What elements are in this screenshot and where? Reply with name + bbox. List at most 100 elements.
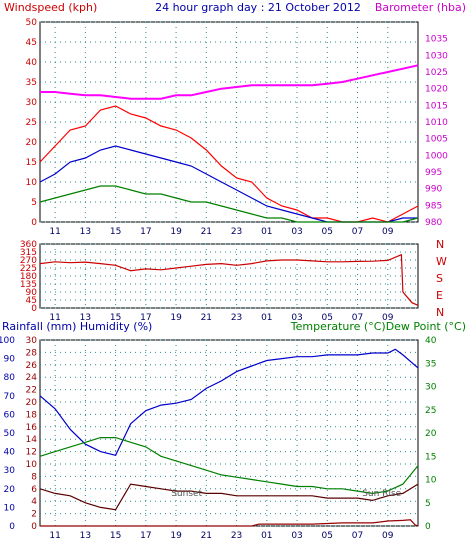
temp-y-tick-label: 20: [425, 429, 437, 439]
humidity-y-tick-label: 20: [4, 485, 16, 495]
x-tick-label: 15: [110, 227, 121, 237]
rain-y-tick-label: 10: [26, 460, 38, 470]
x-tick-label: 05: [322, 313, 333, 323]
x-tick-label: 17: [140, 313, 151, 323]
barometer-y-tick-label: 1025: [425, 68, 448, 78]
rain-y-tick-label: 26: [26, 361, 38, 371]
x-tick-label: 09: [382, 313, 394, 323]
x-tick-label: 09: [382, 227, 394, 237]
x-tick-label: 21: [201, 531, 212, 541]
x-tick-label: 23: [231, 531, 242, 541]
temp-y-tick-label: 40: [425, 336, 437, 346]
rain-y-tick-label: 18: [26, 410, 38, 420]
x-tick-label: 17: [140, 227, 151, 237]
x-tick-label: 01: [261, 313, 272, 323]
x-tick-label: 05: [322, 531, 333, 541]
rain-y-tick-label: 4: [31, 497, 37, 507]
x-tick-label: 11: [49, 313, 60, 323]
barometer-axis-label: Barometer (hba): [375, 1, 466, 14]
x-tick-label: 07: [352, 227, 363, 237]
direction-y-tick-label: 135: [20, 280, 37, 290]
series-line: [39, 348, 419, 456]
barometer-y-tick-label: 985: [425, 201, 442, 211]
wind-y-tick-label: 20: [26, 138, 38, 148]
x-tick-label: 23: [231, 313, 242, 323]
rain-y-tick-label: 16: [26, 423, 38, 433]
barometer-y-tick-label: 980: [425, 218, 442, 228]
series-line: [40, 64, 419, 100]
barometer-y-tick-label: 1020: [425, 85, 448, 95]
x-tick-label: 21: [201, 313, 212, 323]
series-line: [40, 519, 419, 527]
x-tick-label: 23: [231, 227, 242, 237]
direction-plot-frame: [39, 243, 419, 309]
temp-y-tick-label: 25: [425, 406, 436, 416]
compass-label: S: [436, 272, 443, 285]
rain-y-tick-label: 6: [31, 485, 37, 495]
direction-y-tick-label: 315: [20, 248, 37, 258]
rain-y-tick-label: 2: [31, 510, 37, 520]
x-tick-label: 13: [80, 531, 91, 541]
humidity-y-tick-label: 70: [4, 392, 16, 402]
rain-y-tick-label: 24: [26, 373, 38, 383]
x-tick-label: 03: [291, 227, 302, 237]
barometer-y-tick-label: 990: [425, 185, 442, 195]
series-line: [39, 145, 418, 223]
wind-axis-label: Windspeed (kph): [4, 1, 97, 14]
humidity-y-tick-label: 0: [9, 522, 15, 532]
humidity-y-tick-label: 100: [0, 336, 15, 346]
direction-y-tick-label: 0: [31, 304, 37, 314]
rain-y-tick-label: 28: [26, 348, 38, 358]
direction-y-tick-label: 180: [20, 272, 37, 282]
direction-y-tick-label: 45: [26, 296, 37, 306]
graph-title: 24 hour graph day : 21 October 2012: [155, 1, 361, 14]
wind-y-tick-label: 45: [26, 38, 37, 48]
rain-y-tick-label: 12: [26, 448, 37, 458]
compass-label: N: [436, 238, 444, 251]
wind-y-tick-label: 35: [26, 78, 37, 88]
rain-y-tick-label: 30: [26, 336, 38, 346]
x-tick-label: 17: [140, 531, 151, 541]
temp-y-tick-label: 10: [425, 476, 437, 486]
barometer-y-tick-label: 995: [425, 168, 442, 178]
wind-y-tick-label: 25: [26, 118, 37, 128]
x-tick-label: 07: [352, 313, 363, 323]
temp-y-tick-label: 5: [425, 499, 431, 509]
barometer-y-tick-label: 1005: [425, 135, 448, 145]
barometer-y-tick-label: 1015: [425, 101, 448, 111]
wind-y-tick-label: 40: [26, 58, 38, 68]
compass-label: E: [436, 289, 443, 302]
direction-y-tick-label: 90: [26, 288, 38, 298]
x-tick-label: 15: [110, 531, 121, 541]
humidity-y-tick-label: 90: [4, 355, 16, 365]
barometer-y-tick-label: 1035: [425, 35, 448, 45]
direction-y-tick-label: 360: [20, 240, 37, 250]
rain-y-tick-label: 14: [26, 435, 38, 445]
x-tick-label: 11: [49, 227, 60, 237]
series-line: [39, 185, 419, 223]
wind-y-tick-label: 0: [31, 218, 37, 228]
rain-y-tick-label: 8: [31, 472, 37, 482]
humidity-y-tick-label: 80: [4, 373, 16, 383]
x-tick-label: 07: [352, 531, 363, 541]
wind-y-tick-label: 15: [26, 158, 37, 168]
wind-y-tick-label: 5: [31, 198, 37, 208]
humidity-y-tick-label: 30: [4, 466, 16, 476]
wind-y-tick-label: 10: [26, 178, 38, 188]
compass-label: W: [436, 255, 447, 268]
humidity-y-tick-label: 10: [4, 503, 16, 513]
x-tick-label: 03: [291, 531, 302, 541]
chart-annotation: Sunset: [171, 489, 202, 499]
rain-y-tick-label: 20: [26, 398, 38, 408]
rain-y-tick-label: 0: [31, 522, 37, 532]
x-tick-label: 21: [201, 227, 212, 237]
rain-y-tick-label: 22: [26, 386, 37, 396]
x-tick-label: 01: [261, 227, 272, 237]
chart-annotation: Sun Rise: [362, 489, 401, 499]
temp-y-tick-label: 35: [425, 359, 436, 369]
x-tick-label: 19: [170, 531, 182, 541]
wind-plot-frame: [39, 21, 419, 223]
temp-y-tick-label: 0: [425, 522, 431, 532]
x-tick-label: 19: [170, 227, 182, 237]
